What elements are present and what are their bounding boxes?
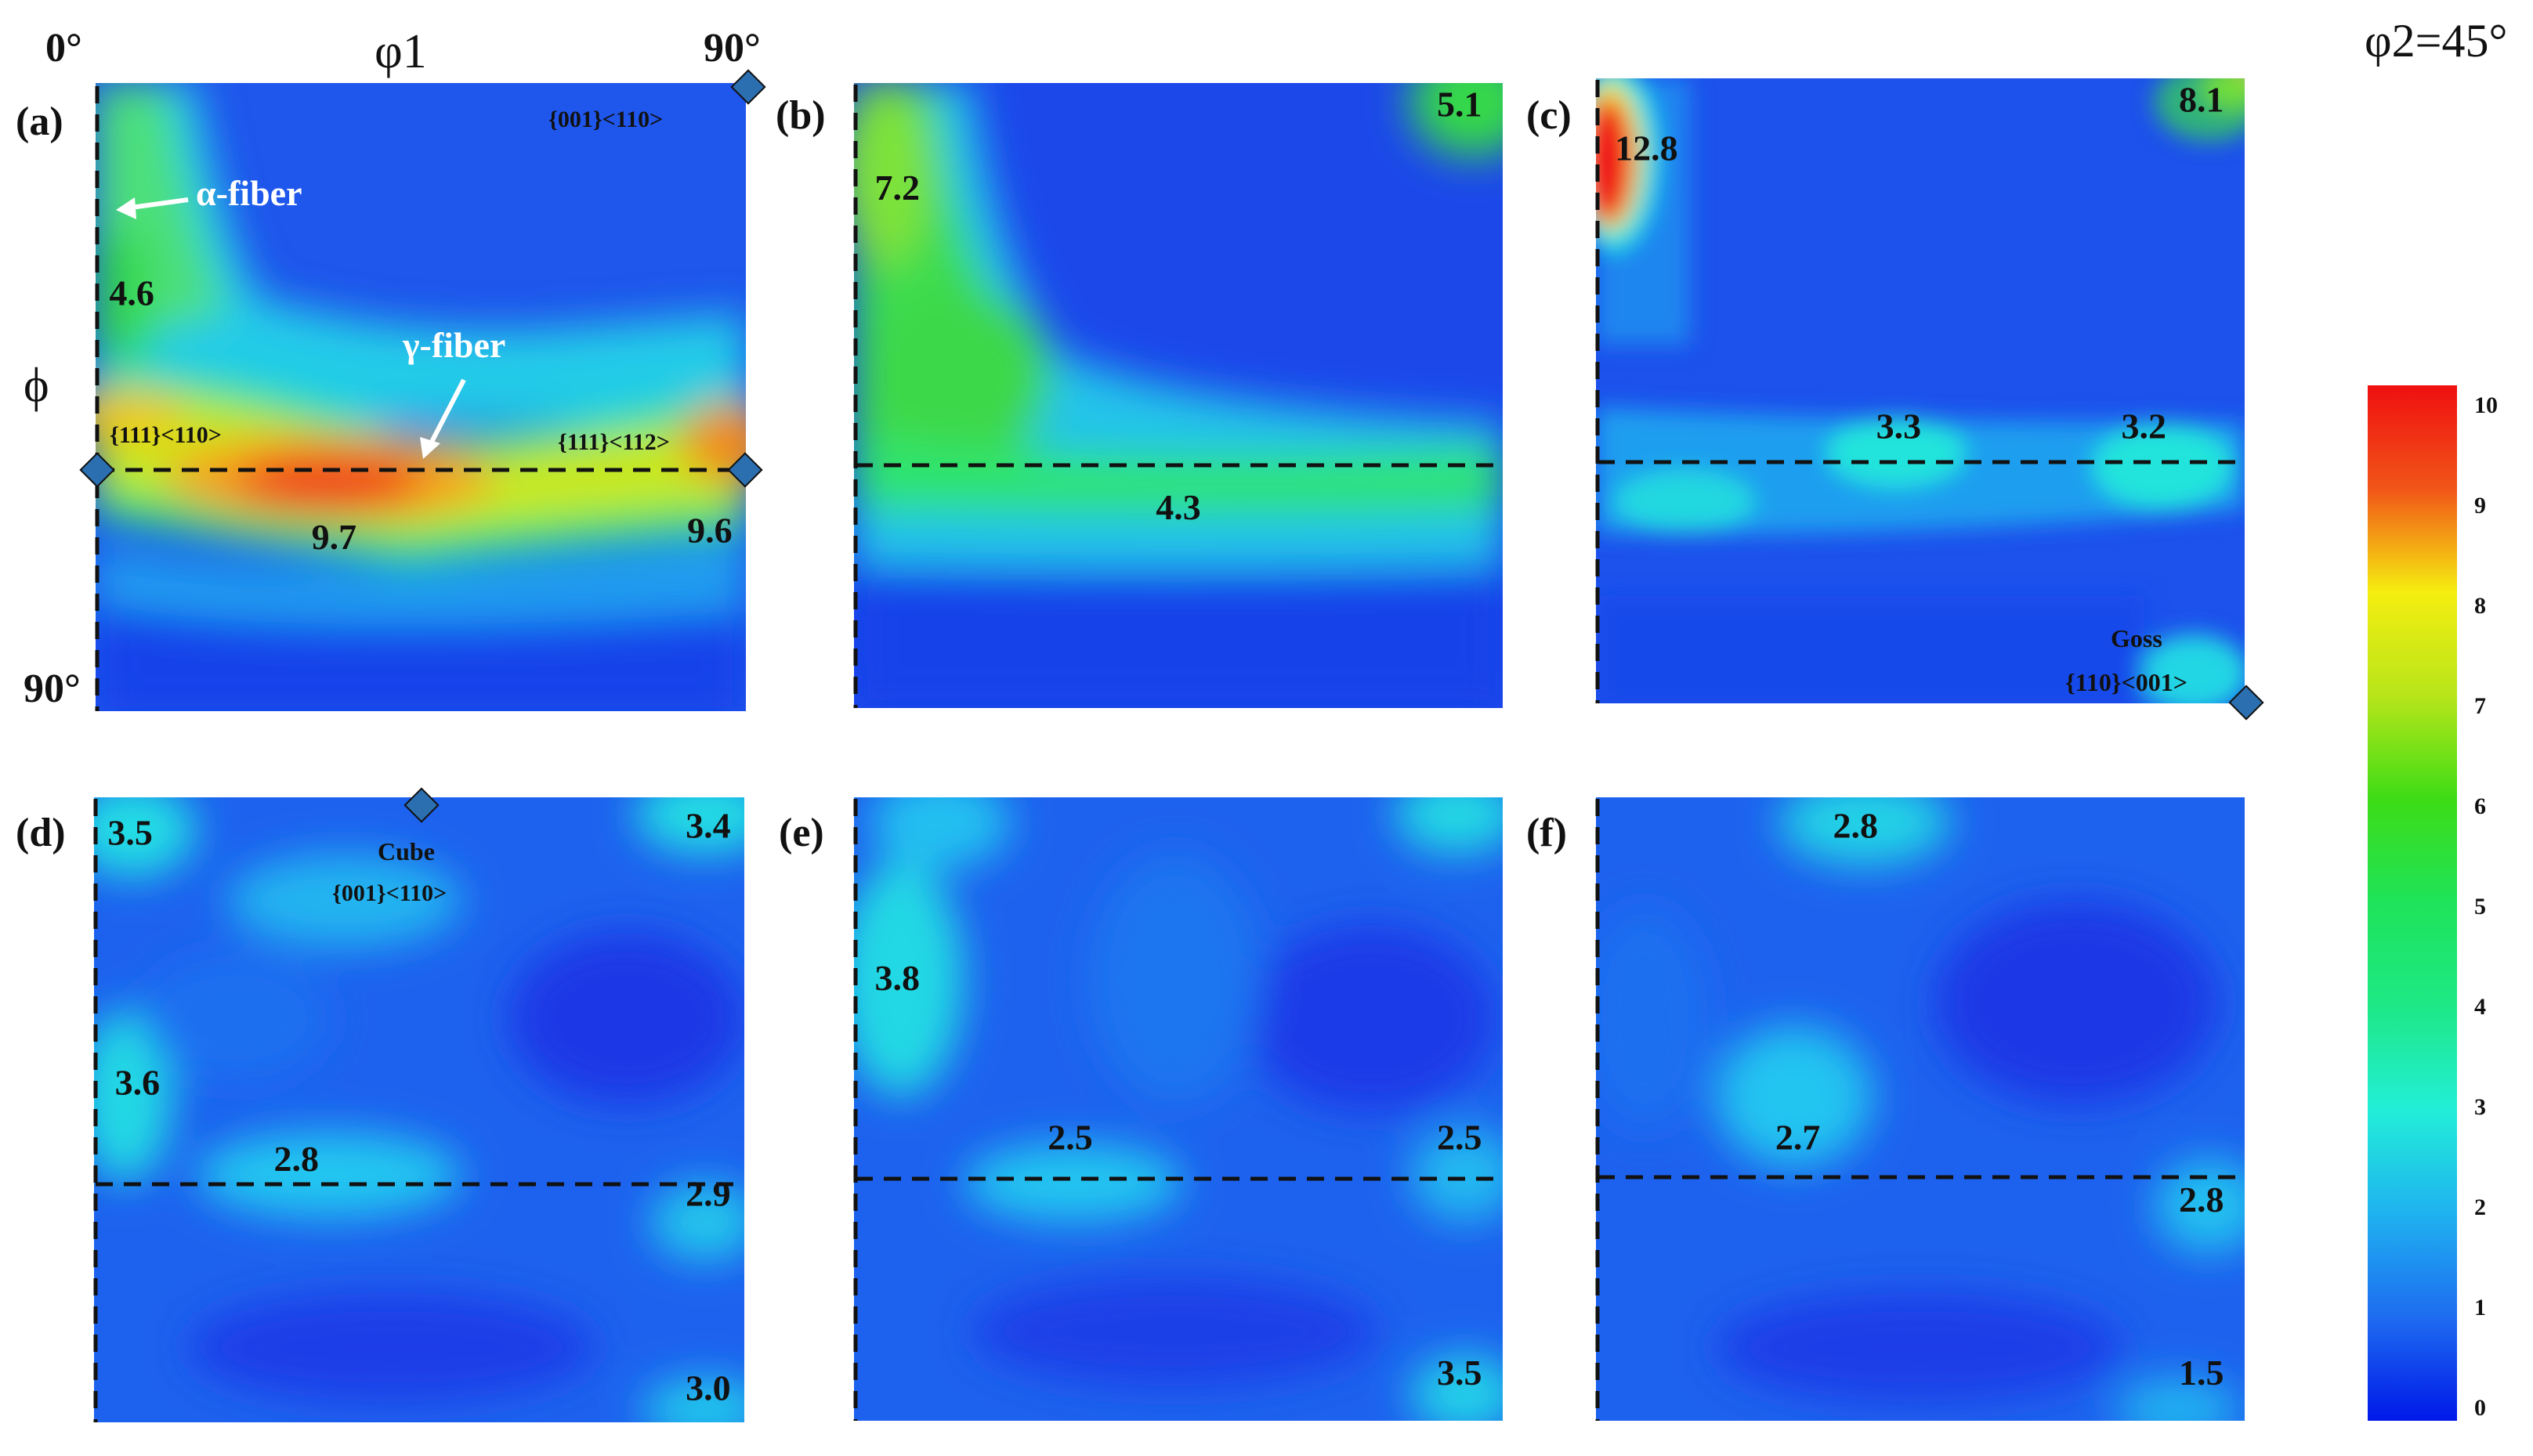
- peak-label-b-1: 5.1: [1437, 85, 1482, 125]
- colorbar-tick-5: 5: [2474, 894, 2486, 919]
- peak-label-a-1: 9.7: [312, 517, 357, 557]
- peak-label-b-0: 7.2: [874, 168, 920, 208]
- peak-label-a-2: 9.6: [687, 510, 733, 550]
- phi-end-label: 90°: [24, 667, 81, 711]
- peak-label-f-0: 2.8: [1833, 805, 1878, 845]
- phi1-axis-label: φ1: [375, 25, 427, 78]
- colorbar-tick-4: 4: [2474, 994, 2486, 1020]
- panel-e-heatmap: [854, 797, 1503, 1421]
- gamma-fiber-label: γ-fiber: [402, 325, 505, 365]
- panel-a-letter: (a): [16, 99, 63, 144]
- panel-a-marker-111-112: [727, 452, 763, 488]
- colorbar-tick-9: 9: [2474, 493, 2486, 518]
- colorbar-tick-7: 7: [2474, 693, 2486, 719]
- peak-label-a-0: 4.6: [109, 273, 154, 313]
- colorbar-tick-3: 3: [2474, 1094, 2486, 1120]
- peak-label-c-0: 12.8: [1615, 128, 1678, 168]
- panel-d-cube-name: Cube: [378, 837, 435, 865]
- axis-labels: 0° φ1 90° ϕ 90° φ2=45°: [24, 15, 2507, 711]
- alpha-fiber-arrow: [125, 197, 189, 211]
- colorbar-tick-6: 6: [2474, 793, 2486, 819]
- panel-d-marker-cube: [403, 787, 440, 823]
- panel-c: (c) Goss {110}<001>: [1526, 78, 2264, 721]
- phi2-section-label: φ2=45°: [2365, 15, 2507, 67]
- peak-label-e-0: 3.8: [874, 958, 920, 998]
- peak-label-d-1: 3.4: [686, 805, 731, 845]
- panel-a-marker-001: [730, 69, 766, 105]
- phi1-end-label: 90°: [704, 26, 761, 70]
- gamma-fiber-arrow: [427, 378, 466, 448]
- panel-a: (a) {001}<110> {111}<110> {111}<112> α-f…: [16, 69, 766, 711]
- panel-b-letter: (b): [776, 93, 826, 138]
- peak-label-f-2: 2.8: [2179, 1180, 2224, 1219]
- colorbar-gradient: [2368, 385, 2457, 1421]
- phi-axis-label: ϕ: [24, 359, 49, 412]
- panel-c-goss-name: Goss: [2111, 624, 2162, 652]
- peak-label-c-1: 8.1: [2179, 80, 2224, 120]
- peak-label-c-3: 3.2: [2121, 406, 2166, 446]
- panel-d-heatmap: [94, 797, 744, 1422]
- gamma-fiber-arrowhead: [420, 437, 440, 459]
- peak-label-e-1: 2.5: [1048, 1117, 1093, 1157]
- peak-label-d-5: 3.0: [686, 1368, 731, 1408]
- colorbar-tick-0: 0: [2474, 1395, 2486, 1421]
- peak-label-e-2: 2.5: [1437, 1117, 1482, 1157]
- peak-label-d-3: 2.8: [273, 1139, 319, 1179]
- panel-a-ori-111-110: {111}<110>: [110, 422, 222, 448]
- colorbar-tick-1: 1: [2474, 1295, 2486, 1321]
- peak-label-d-4: 2.9: [686, 1173, 731, 1213]
- peak-label-c-2: 3.3: [1876, 406, 1922, 446]
- panel-f: (f): [1526, 797, 2245, 1421]
- panel-a-heatmap: [96, 83, 746, 711]
- panel-c-heatmap: [1596, 78, 2245, 703]
- panel-d-cube-ori: {001}<110>: [332, 880, 447, 906]
- colorbar-ticks: 0 1 2 3 4 5 6 7 8 9 10: [2474, 392, 2498, 1421]
- peak-label-e-3: 3.5: [1437, 1353, 1482, 1393]
- panel-f-letter: (f): [1526, 811, 1567, 855]
- alpha-fiber-arrowhead: [116, 197, 136, 219]
- panel-a-ori-001-110: {001}<110>: [548, 107, 663, 132]
- panel-e-letter: (e): [779, 811, 824, 855]
- colorbar-tick-10: 10: [2474, 392, 2498, 418]
- peak-labels: 4.6 9.7 9.6 7.2 5.1 4.3 12.8 8.1 3.3 3.2 3.5 3.4 3.6…: [107, 80, 2224, 1408]
- panel-d-letter: (d): [16, 811, 66, 855]
- panel-c-goss-ori: {110}<001>: [2065, 668, 2187, 696]
- peak-label-d-2: 3.6: [115, 1063, 161, 1103]
- peak-label-d-0: 3.5: [107, 812, 153, 852]
- peak-label-f-1: 2.7: [1775, 1117, 1821, 1157]
- colorbar: 0 1 2 3 4 5 6 7 8 9 10: [2368, 385, 2498, 1421]
- panel-e: (e): [779, 797, 1503, 1421]
- colorbar-tick-8: 8: [2474, 593, 2486, 619]
- panel-b-heatmap: [854, 83, 1503, 708]
- peak-label-f-3: 1.5: [2179, 1353, 2224, 1393]
- phi1-start-label: 0°: [45, 26, 82, 70]
- peak-label-b-2: 4.3: [1156, 487, 1201, 527]
- panel-a-marker-111-110: [79, 452, 115, 488]
- panel-c-marker-goss: [2228, 685, 2264, 721]
- colorbar-tick-2: 2: [2474, 1194, 2486, 1220]
- panel-a-ori-111-112: {111}<112>: [558, 429, 670, 455]
- panel-b: (b): [776, 83, 1503, 708]
- panel-d: (d) Cube {001}<110>: [16, 787, 744, 1422]
- alpha-fiber-label: α-fiber: [196, 173, 302, 213]
- panel-f-heatmap: [1596, 797, 2245, 1421]
- panel-c-letter: (c): [1526, 93, 1572, 138]
